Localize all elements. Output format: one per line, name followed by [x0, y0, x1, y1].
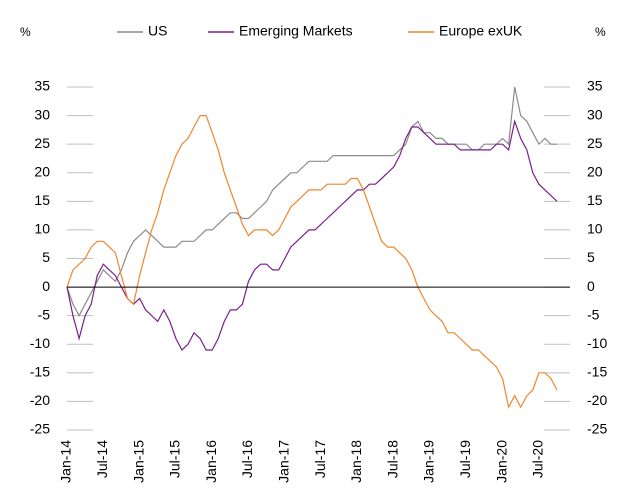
y2-tick-label: -20 [587, 392, 607, 408]
legend-label: US [148, 23, 167, 39]
y-tick-label: 35 [34, 78, 50, 94]
x-tick-label: Jul-16 [239, 440, 255, 478]
y-tick-label: -5 [38, 306, 51, 322]
y2-tick-label: -25 [587, 421, 607, 437]
series-line [66, 119, 558, 351]
x-tick-label: Jan-20 [493, 440, 509, 483]
x-tick-label: Jan-18 [348, 440, 364, 483]
x-tick-label: Jul-17 [312, 440, 328, 478]
y2-tick-label: 35 [587, 78, 603, 94]
y2-tick-label: -10 [587, 335, 607, 351]
y-tick-label: 5 [42, 249, 50, 265]
y2-tick-label: 20 [587, 163, 603, 179]
x-tick-label: Jan-14 [58, 440, 74, 483]
x-tick-label: Jul-15 [167, 440, 183, 478]
y2-tick-label: 15 [587, 192, 603, 208]
x-tick-label: Jul-20 [530, 440, 546, 478]
y2-tick-label: 5 [587, 249, 595, 265]
y-tick-label: -10 [30, 335, 50, 351]
y-tick-label: 30 [34, 106, 50, 122]
y-tick-label: 10 [34, 221, 50, 237]
y2-tick-label: -15 [587, 364, 607, 380]
y-tick-label: 0 [42, 278, 50, 294]
y2-axis-label: % [595, 25, 606, 39]
y-tick-label: 25 [34, 135, 50, 151]
x-tick-label: Jul-19 [457, 440, 473, 478]
x-tick-label: Jul-14 [94, 440, 110, 478]
y-tick-label: 20 [34, 163, 50, 179]
y2-tick-label: 30 [587, 106, 603, 122]
x-tick-label: Jan-15 [130, 440, 146, 483]
x-tick-label: Jan-17 [275, 440, 291, 483]
x-tick-label: Jan-16 [203, 440, 219, 483]
legend-label: Emerging Markets [239, 23, 353, 39]
y-tick-label: -20 [30, 392, 50, 408]
y2-tick-label: -5 [587, 306, 600, 322]
y2-tick-label: 10 [587, 221, 603, 237]
y2-tick-label: 0 [587, 278, 595, 294]
series-line [66, 115, 558, 409]
y-tick-label: 15 [34, 192, 50, 208]
legend-label: Europe exUK [439, 23, 523, 39]
y-axis-label: % [20, 25, 31, 39]
x-tick-label: Jan-19 [421, 440, 437, 483]
x-tick-label: Jul-18 [384, 440, 400, 478]
series-line [66, 86, 557, 317]
y2-tick-label: 25 [587, 135, 603, 151]
y-tick-label: -25 [30, 421, 50, 437]
y-tick-label: -15 [30, 364, 50, 380]
